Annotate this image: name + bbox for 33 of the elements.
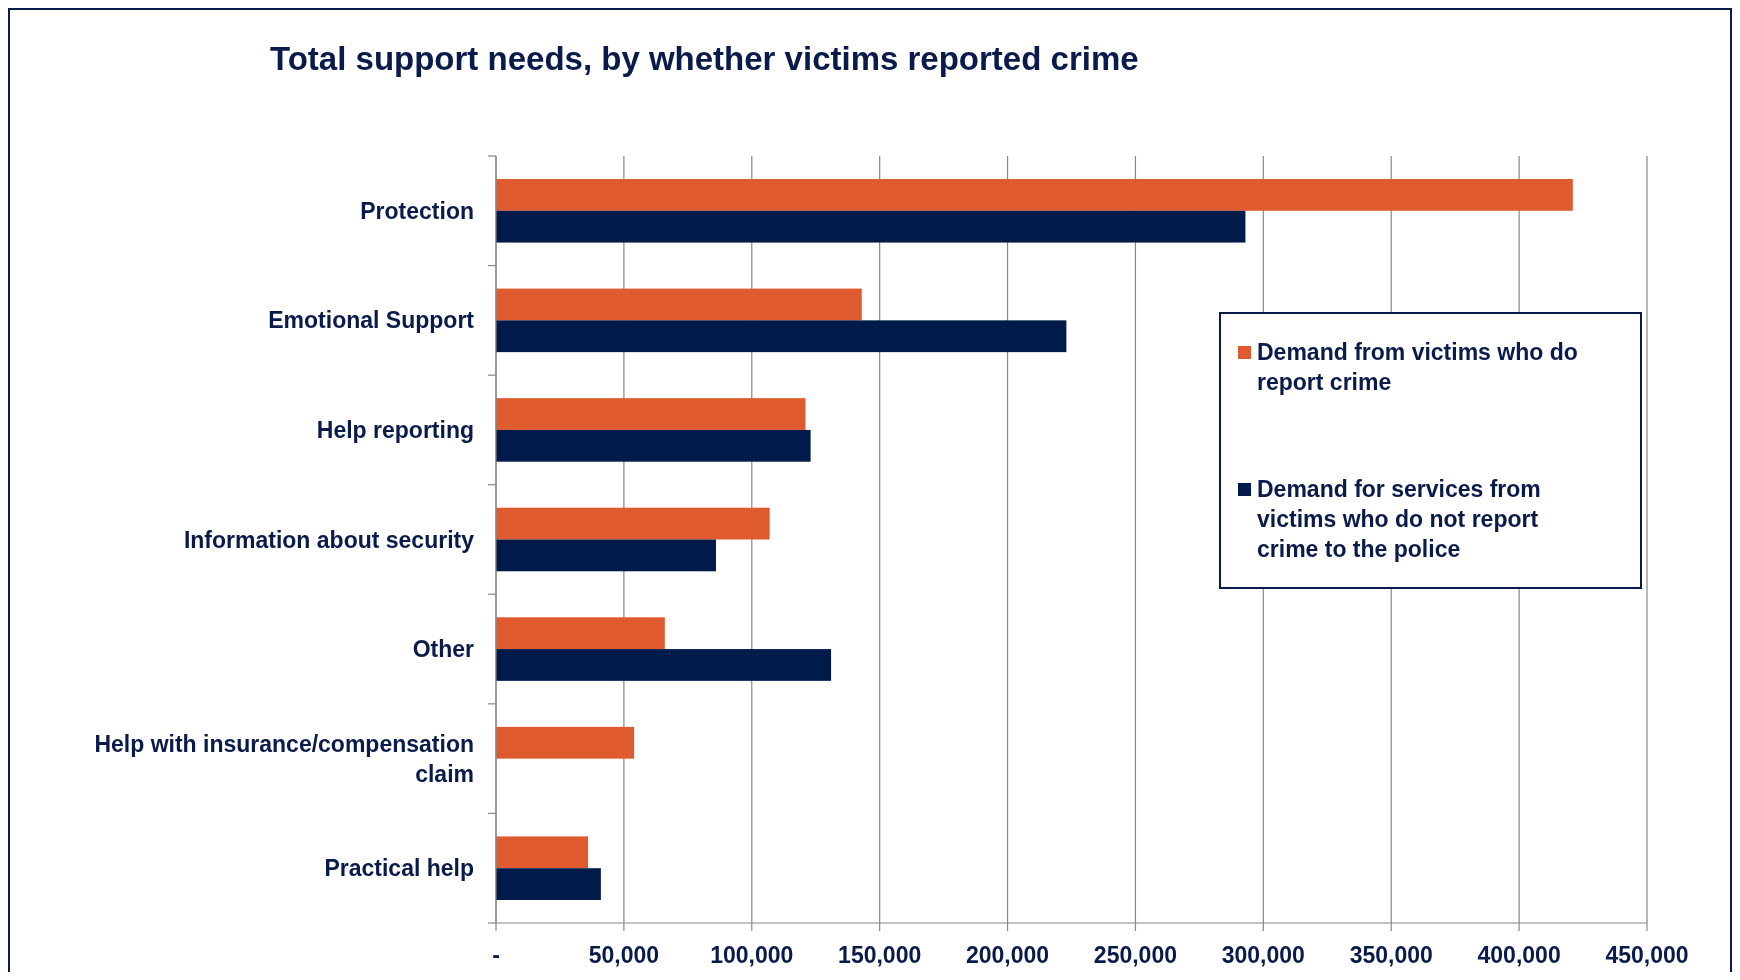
x-tick-label: -	[492, 942, 500, 968]
y-tick-label: Protection	[360, 197, 474, 224]
x-tick-label: 400,000	[1477, 942, 1561, 968]
y-tick-label: Practical help	[324, 855, 474, 882]
y-tick-label: Information about security	[183, 526, 475, 553]
y-tick-label: Other	[412, 636, 475, 663]
x-tick-label: 300,000	[1221, 942, 1305, 968]
bar	[496, 398, 806, 430]
x-tick-label: 350,000	[1349, 942, 1433, 968]
bar	[496, 320, 1067, 353]
bar	[496, 836, 589, 869]
x-tick-label: 150,000	[838, 942, 922, 968]
x-tick-label: 250,000	[1093, 942, 1178, 968]
y-tick-label: Emotional Support	[268, 307, 475, 334]
x-tick-label: 50,000	[588, 942, 660, 968]
y-tick-label: Help reporting	[316, 416, 474, 443]
legend-label: Demand for services from victims who do not report crime to the police	[1257, 476, 1541, 562]
x-tick-label: 100,000	[710, 942, 794, 968]
bar	[496, 868, 601, 900]
bar	[496, 288, 862, 321]
bar	[496, 726, 635, 759]
legend-label: Demand from victims who do report crime	[1257, 339, 1578, 395]
x-tick-label: 450,000	[1605, 942, 1689, 968]
bar	[496, 429, 811, 462]
bar	[496, 507, 770, 540]
bar	[496, 210, 1246, 243]
x-tick-label: 200,000	[965, 942, 1050, 968]
bar	[496, 539, 716, 572]
bar	[496, 649, 832, 681]
y-tick-label: Help with insurance/compensation claim	[94, 730, 474, 787]
bar	[496, 179, 1573, 211]
chart-title: Total support needs, by whether victims reported crime	[270, 40, 1139, 77]
bar	[496, 617, 665, 650]
